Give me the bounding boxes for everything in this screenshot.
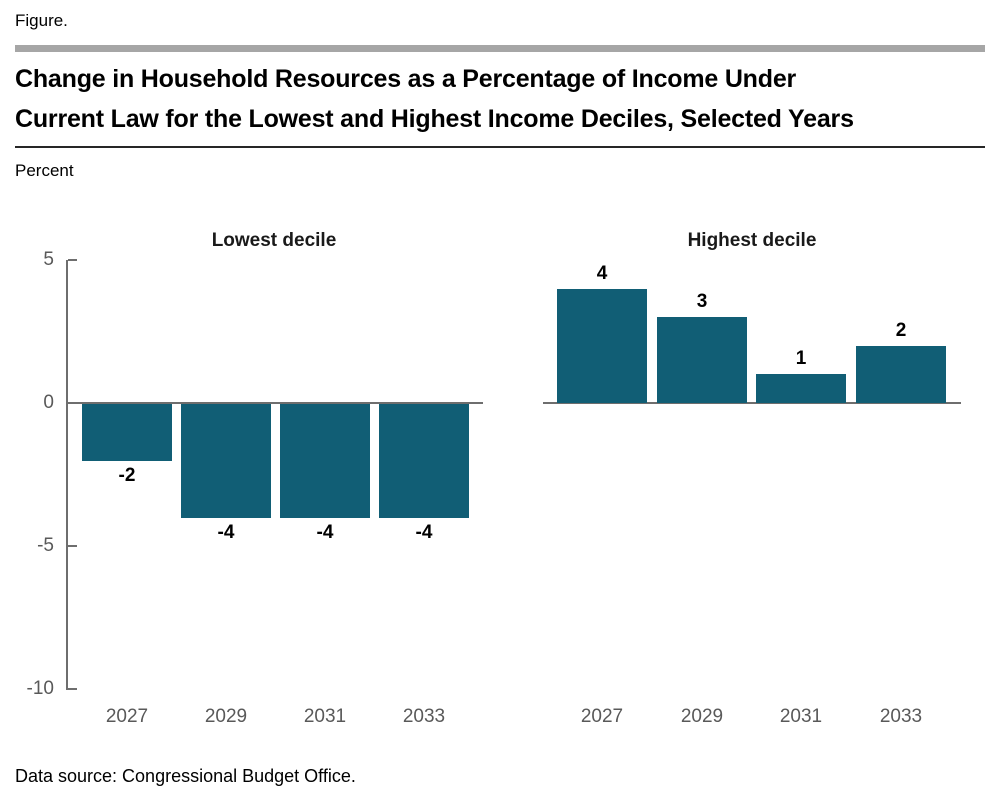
year-label: 2031 [303, 706, 347, 727]
y-tick-label: 5 [43, 249, 54, 270]
year-label: 2027 [580, 706, 624, 727]
bar-value-label: -2 [118, 465, 136, 486]
year-label: 2031 [779, 706, 823, 727]
y-tick [68, 259, 77, 261]
y-tick [68, 688, 77, 690]
bar [856, 345, 946, 403]
year-label: 2029 [204, 706, 248, 727]
bar-value-label: 3 [696, 291, 708, 312]
figure-label: Figure. [15, 11, 68, 30]
figure-title: Change in Household Resources as a Perce… [15, 59, 990, 139]
bar [181, 404, 271, 518]
panel-title-highest-decile: Highest decile [687, 230, 817, 251]
year-label: 2027 [105, 706, 149, 727]
year-label: 2033 [879, 706, 923, 727]
data-source-note: Data source: Congressional Budget Office… [15, 766, 356, 786]
bar [379, 404, 469, 518]
bar-value-label: -4 [316, 522, 334, 543]
zero-baseline-left-panel [66, 402, 483, 404]
year-label: 2033 [402, 706, 446, 727]
bar-value-label: 1 [795, 348, 807, 369]
y-axis-unit-label: Percent [15, 161, 74, 180]
zero-baseline-right-panel [543, 402, 961, 404]
y-tick [68, 545, 77, 547]
bar [557, 288, 647, 403]
bar [280, 404, 370, 518]
bar [657, 317, 747, 404]
bar [756, 374, 846, 404]
bar-value-label: 4 [596, 263, 608, 284]
y-tick-label: 0 [43, 392, 54, 413]
figure-title-line-1: Change in Household Resources as a Perce… [15, 65, 797, 93]
y-tick-label: -10 [26, 678, 54, 699]
bar-value-label: -4 [217, 522, 235, 543]
year-label: 2029 [680, 706, 724, 727]
figure-title-line-2: Current Law for the Lowest and Highest I… [15, 105, 854, 133]
bar-value-label: 2 [895, 320, 907, 341]
title-rule [15, 146, 985, 148]
panel-title-lowest-decile: Lowest decile [211, 230, 337, 251]
y-axis-line [66, 260, 68, 690]
y-tick-label: -5 [37, 535, 54, 556]
header-rule [15, 45, 985, 52]
bar [82, 404, 172, 461]
bar-value-label: -4 [415, 522, 433, 543]
